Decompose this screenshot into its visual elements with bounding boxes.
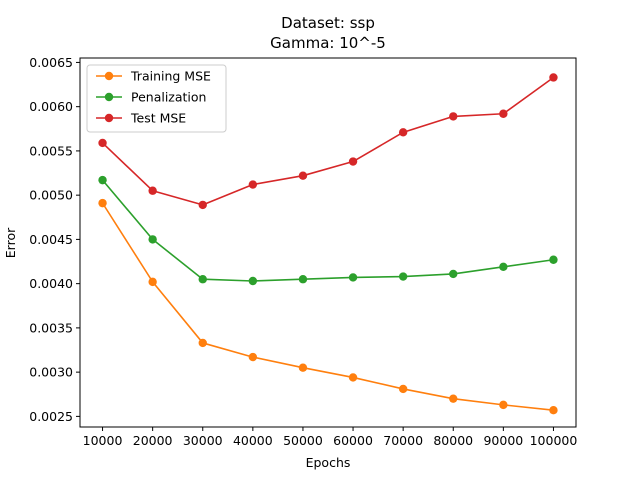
data-point [198, 338, 207, 348]
data-point [298, 363, 308, 372]
series-line [101, 202, 554, 411]
axis-ticks: 10000 20000 30000 40000 50000 60000 70000 80000… [29, 55, 577, 448]
y-tick-label: 0.0025 [29, 409, 73, 424]
data-point [499, 109, 508, 118]
y-tick-label: 0.0040 [29, 276, 73, 291]
y-tick-label: 0.0045 [29, 232, 73, 247]
legend-label: Training MSE [130, 69, 211, 84]
series-line [101, 179, 554, 282]
data-point [348, 157, 358, 166]
x-tick-label: 30000 [183, 433, 223, 448]
data-point [198, 275, 207, 284]
x-axis-label: Epochs [306, 455, 351, 470]
y-tick-label: 0.0030 [29, 365, 73, 380]
data-point [499, 400, 508, 410]
data-point [348, 273, 358, 282]
x-tick-label: 40000 [233, 433, 273, 448]
x-tick-label: 20000 [133, 433, 173, 448]
legend-marker [104, 71, 114, 81]
data-point [98, 198, 107, 208]
x-tick-label: 70000 [383, 433, 423, 448]
chart-subtitle: Gamma: 10^-5 [270, 34, 386, 52]
data-point [248, 352, 258, 362]
data-point [499, 262, 508, 272]
data-point [148, 235, 157, 244]
series-line [101, 76, 554, 206]
y-tick-label: 0.0060 [29, 99, 73, 114]
x-tick-label: 50000 [283, 433, 323, 448]
y-axis-label: Error [3, 227, 18, 258]
data-point [398, 272, 408, 281]
data-point [148, 186, 157, 195]
y-tick-label: 0.0065 [29, 55, 73, 70]
data-point [398, 384, 408, 394]
x-tick-label: 80000 [433, 433, 473, 448]
x-tick-label: 90000 [483, 433, 523, 448]
legend-label: Test MSE [130, 111, 186, 126]
data-point [98, 138, 107, 148]
legend-frame [86, 64, 227, 133]
x-tick-label: 60000 [333, 433, 373, 448]
data-point [549, 73, 558, 82]
y-tick-label: 0.0035 [29, 320, 73, 335]
data-point [398, 128, 408, 137]
data-point [98, 175, 107, 185]
legend: Training MSE Penalization Test MSE [86, 64, 227, 133]
y-tick-label: 0.0055 [29, 143, 73, 158]
data-point [449, 112, 458, 121]
series-group [98, 73, 558, 415]
data-point [348, 373, 358, 382]
data-point [148, 277, 157, 287]
chart-title: Dataset: ssp [281, 14, 375, 32]
x-tick-label: 10000 [83, 433, 123, 448]
data-point [549, 255, 558, 264]
legend-marker [104, 92, 114, 102]
data-point [248, 180, 258, 189]
legend-marker [104, 113, 114, 123]
plot-frame [79, 57, 577, 428]
legend-label: Penalization [131, 90, 206, 105]
x-tick-label: 100000 [530, 433, 578, 448]
data-point [449, 394, 458, 403]
data-point [298, 275, 308, 284]
y-tick-label: 0.0050 [29, 188, 73, 203]
data-point [549, 405, 558, 415]
data-point [298, 171, 308, 180]
data-point [198, 200, 207, 210]
data-point [248, 276, 258, 286]
data-point [449, 269, 458, 279]
